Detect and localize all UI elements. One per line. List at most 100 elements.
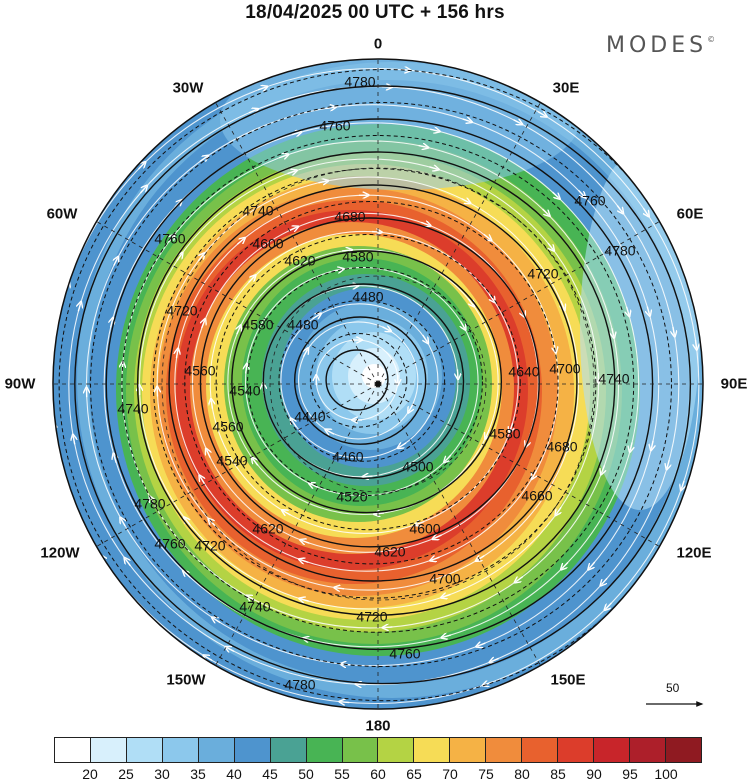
contour-label: 4700	[429, 571, 460, 587]
meridian-label-90w: 90W	[4, 375, 36, 393]
wind-scale-label: 50	[666, 681, 680, 695]
wind-arrow-icon	[302, 540, 310, 543]
wind-arrow-icon	[177, 254, 182, 262]
wind-arrow-icon	[547, 242, 553, 249]
height-contour	[215, 234, 521, 531]
contour-label: 4700	[549, 361, 580, 377]
wind-arrow-icon	[138, 163, 145, 170]
contour-label: 4720	[527, 266, 558, 282]
meridian-line	[377, 102, 541, 385]
legend-swatch	[450, 738, 487, 762]
legend-swatch	[342, 738, 379, 762]
wind-arrow-icon	[432, 557, 440, 560]
contour-label: 4580	[242, 317, 273, 333]
wind-arrow-icon	[399, 443, 407, 447]
wind-arrow-icon	[287, 171, 296, 174]
wind-arrow-icon	[311, 484, 319, 487]
height-contour	[168, 184, 578, 582]
streamline	[85, 104, 660, 667]
wind-arrow-icon	[211, 401, 212, 409]
wind-arrow-icon	[199, 157, 207, 162]
wind-arrow-icon	[423, 334, 427, 342]
map-title: 18/04/2025 00 UTC + 156 hrs	[245, 2, 505, 23]
wind-arrow-icon	[197, 255, 203, 262]
streamline	[191, 212, 539, 553]
wind-arrow-icon	[168, 236, 174, 243]
wind-arrow-icon	[430, 129, 438, 131]
wind-arrow-icon	[461, 199, 469, 203]
wind-arrow-icon	[533, 470, 537, 478]
contour-label: 4680	[334, 209, 365, 225]
contour-label: 4720	[356, 609, 387, 625]
contour-label: 4780	[604, 243, 635, 259]
wind-arrow-icon	[461, 320, 465, 328]
meridian-label-60w: 60W	[46, 205, 78, 223]
wind-arrow-icon	[561, 300, 564, 308]
pole-marker	[375, 381, 381, 387]
streamline	[227, 248, 499, 516]
contour-label: 4440	[294, 409, 325, 425]
contour-label: 4580	[342, 249, 373, 265]
legend-tick-label: 45	[262, 766, 278, 782]
wind-arrow-icon	[429, 167, 437, 169]
wind-arrow-icon	[278, 155, 287, 158]
wind-arrow-icon	[303, 350, 307, 358]
legend-swatch	[198, 738, 235, 762]
legend-tick-label: 85	[550, 766, 566, 782]
wind-arrow-icon	[457, 369, 458, 377]
wind-arrow-icon	[602, 577, 608, 584]
contour-label: 4760	[574, 193, 605, 209]
contour-label: 4640	[508, 364, 539, 380]
height-contour	[199, 217, 540, 548]
wind-arrow-icon	[73, 436, 74, 445]
wind-arrow-icon	[248, 110, 256, 113]
wind-arrow-icon	[489, 293, 494, 301]
wind-arrow-icon	[384, 627, 393, 628]
wind-arrow-icon	[443, 594, 451, 597]
legend-swatch	[594, 738, 630, 762]
wind-arrow-icon	[200, 477, 204, 485]
wind-arrow-icon	[627, 306, 629, 315]
contour-label: 4480	[287, 317, 318, 333]
contour-label: 4780	[134, 496, 165, 512]
wind-arrow-icon	[284, 511, 291, 515]
wind-arrow-icon	[673, 326, 674, 335]
wind-arrow-icon	[510, 423, 512, 431]
height-contour	[90, 102, 672, 667]
wind-arrow-icon	[140, 187, 146, 194]
meridian-label-150e: 150E	[550, 671, 586, 689]
legend-tick-label: 30	[154, 766, 170, 782]
wind-arrow-icon	[253, 459, 259, 466]
contour-label: 4780	[284, 677, 315, 693]
contour-label: 4780	[344, 74, 375, 90]
legend-tick-label: 100	[654, 766, 678, 782]
wind-arrow-icon	[537, 112, 545, 116]
wind-arrow-icon	[513, 120, 521, 124]
wind-arrow-icon	[467, 298, 473, 305]
meridian-label-0: 0	[373, 35, 383, 53]
wind-arrow-icon	[417, 522, 425, 525]
contour-label: 4760	[319, 118, 350, 134]
legend-swatch	[306, 738, 343, 762]
wind-arrow-icon	[342, 250, 350, 251]
contour-label: 4720	[194, 538, 225, 554]
streamline	[297, 321, 419, 440]
wind-arrow-icon	[667, 459, 669, 468]
contour-label: 4560	[212, 419, 243, 435]
wind-arrow-icon	[477, 556, 485, 560]
wind-arrow-icon	[421, 222, 429, 225]
legend-ticks: 20 25 30 35 40 45 50 55 60 65 70 75 80 85 90 95 100	[0, 766, 750, 782]
height-contour	[278, 300, 446, 462]
wind-arrow-icon	[371, 232, 380, 233]
contour-label: 4660	[521, 488, 552, 504]
legend-swatch	[270, 738, 307, 762]
contour-label: 4600	[409, 521, 440, 537]
wind-arrow-icon	[556, 506, 561, 514]
wind-arrow-icon	[491, 658, 499, 661]
wind-arrow-icon	[126, 559, 131, 567]
contour-label: 4620	[374, 544, 405, 560]
wind-arrow-icon	[445, 454, 452, 461]
wind-arrow-icon	[185, 519, 191, 526]
height-contour	[262, 283, 465, 480]
